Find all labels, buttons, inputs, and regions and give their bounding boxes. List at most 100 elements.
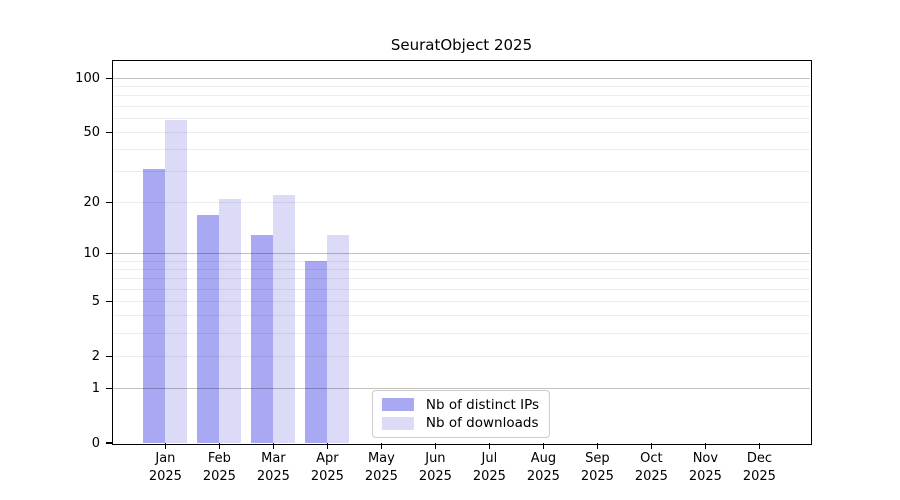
x-tick-label-nov: Nov 2025 — [673, 450, 737, 485]
minor-gridline-7 — [113, 278, 810, 280]
y-tick-label-5: 5 — [91, 293, 100, 309]
minor-gridline-20 — [113, 202, 810, 204]
y-tick-2 — [105, 355, 112, 357]
x-tick-jan — [164, 443, 167, 449]
x-tick-oct — [650, 443, 653, 449]
x-tick-label-aug: Aug 2025 — [511, 450, 575, 485]
x-tick-nov — [704, 443, 707, 449]
y-tick-0 — [105, 442, 112, 444]
x-tick-label-jan: Jan 2025 — [133, 450, 197, 485]
minor-gridline-8 — [113, 268, 810, 270]
bar-nb-of-downloads-apr — [327, 234, 350, 443]
minor-gridline-80 — [113, 95, 810, 97]
minor-gridline-40 — [113, 149, 810, 151]
x-tick-year: 2025 — [472, 468, 506, 484]
bar-nb-of-distinct-ips-apr — [305, 261, 328, 443]
x-tick-aug — [542, 443, 545, 449]
legend-swatch-downloads — [381, 416, 414, 430]
y-tick-label-2: 2 — [91, 348, 100, 364]
y-tick-label-0: 0 — [91, 435, 100, 451]
bar-nb-of-distinct-ips-jan — [143, 169, 166, 443]
x-tick-year: 2025 — [634, 468, 668, 484]
x-tick-mar — [272, 443, 275, 449]
y-tick-label-1: 1 — [91, 380, 100, 396]
x-tick-month: Dec — [746, 451, 772, 466]
x-tick-label-mar: Mar 2025 — [241, 450, 305, 485]
x-tick-month: Sep — [585, 451, 610, 466]
x-tick-year: 2025 — [364, 468, 398, 484]
minor-gridline-6 — [113, 288, 810, 290]
x-tick-year: 2025 — [742, 468, 776, 484]
y-tick-50 — [105, 131, 112, 134]
minor-gridline-60 — [113, 117, 810, 119]
major-gridline-100 — [113, 77, 810, 79]
x-tick-jul — [488, 443, 491, 449]
bar-nb-of-downloads-jan — [165, 119, 188, 443]
minor-gridline-30 — [113, 171, 810, 173]
x-tick-month: Mar — [261, 451, 286, 466]
y-tick-label-100: 100 — [75, 70, 100, 86]
x-tick-month: May — [367, 451, 395, 466]
minor-gridline-9 — [113, 260, 810, 262]
y-tick-1 — [105, 387, 112, 389]
y-tick-label-10: 10 — [83, 246, 100, 262]
minor-gridline-4 — [113, 315, 810, 317]
minor-gridline-3 — [113, 333, 810, 334]
legend-swatch-distinct-ips — [381, 398, 414, 412]
x-tick-apr — [326, 443, 329, 449]
x-tick-year: 2025 — [256, 468, 290, 484]
x-tick-month: Oct — [640, 451, 663, 466]
major-gridline-10 — [113, 253, 810, 255]
x-tick-label-jul: Jul 2025 — [457, 450, 521, 485]
x-tick-year: 2025 — [688, 468, 722, 484]
x-tick-label-oct: Oct 2025 — [619, 450, 683, 485]
x-tick-label-dec: Dec 2025 — [727, 450, 791, 485]
legend: Nb of distinct IPs Nb of downloads — [371, 390, 551, 438]
x-tick-month: Nov — [692, 451, 719, 466]
x-tick-month: Aug — [530, 451, 557, 466]
x-tick-month: Apr — [316, 451, 339, 466]
minor-gridline-90 — [113, 86, 810, 88]
x-tick-label-sep: Sep 2025 — [565, 450, 629, 485]
x-tick-label-may: May 2025 — [349, 450, 413, 485]
y-tick-20 — [105, 201, 112, 204]
x-tick-label-jun: Jun 2025 — [403, 450, 467, 485]
x-tick-month: Jan — [155, 451, 176, 466]
x-tick-year: 2025 — [580, 468, 614, 484]
x-tick-year: 2025 — [202, 468, 236, 484]
x-tick-year: 2025 — [148, 468, 182, 484]
x-tick-label-apr: Apr 2025 — [295, 450, 359, 485]
x-tick-month: Jul — [481, 451, 498, 466]
x-tick-year: 2025 — [526, 468, 560, 484]
x-tick-jun — [434, 443, 437, 449]
x-tick-year: 2025 — [310, 468, 344, 484]
x-tick-month: Feb — [207, 451, 231, 466]
x-tick-dec — [758, 443, 761, 449]
x-tick-feb — [218, 443, 221, 449]
y-tick-label-50: 50 — [83, 124, 100, 140]
x-tick-month: Jun — [425, 451, 446, 466]
minor-gridline-50 — [113, 131, 810, 133]
y-tick-10 — [105, 252, 112, 255]
y-tick-5 — [105, 300, 112, 303]
x-tick-sep — [596, 443, 599, 449]
bar-nb-of-downloads-feb — [219, 198, 242, 443]
bar-nb-of-distinct-ips-mar — [251, 234, 274, 443]
bar-nb-of-distinct-ips-feb — [197, 214, 220, 443]
legend-label-downloads: Nb of downloads — [425, 415, 539, 432]
x-tick-year: 2025 — [418, 468, 452, 484]
legend-label-distinct-ips: Nb of distinct IPs — [425, 396, 540, 413]
chart-title: SeuratObject 2025 — [390, 36, 533, 54]
minor-gridline-5 — [113, 300, 810, 302]
legend-item-distinct-ips: Nb of distinct IPs — [381, 396, 540, 413]
legend-item-downloads: Nb of downloads — [381, 415, 539, 432]
y-tick-100 — [105, 77, 112, 80]
minor-gridline-2 — [113, 355, 810, 357]
y-tick-label-20: 20 — [83, 195, 100, 211]
x-tick-may — [380, 443, 383, 449]
bar-nb-of-downloads-mar — [273, 195, 296, 443]
x-tick-label-feb: Feb 2025 — [187, 450, 251, 485]
major-gridline-1 — [113, 387, 810, 389]
minor-gridline-70 — [113, 105, 810, 107]
